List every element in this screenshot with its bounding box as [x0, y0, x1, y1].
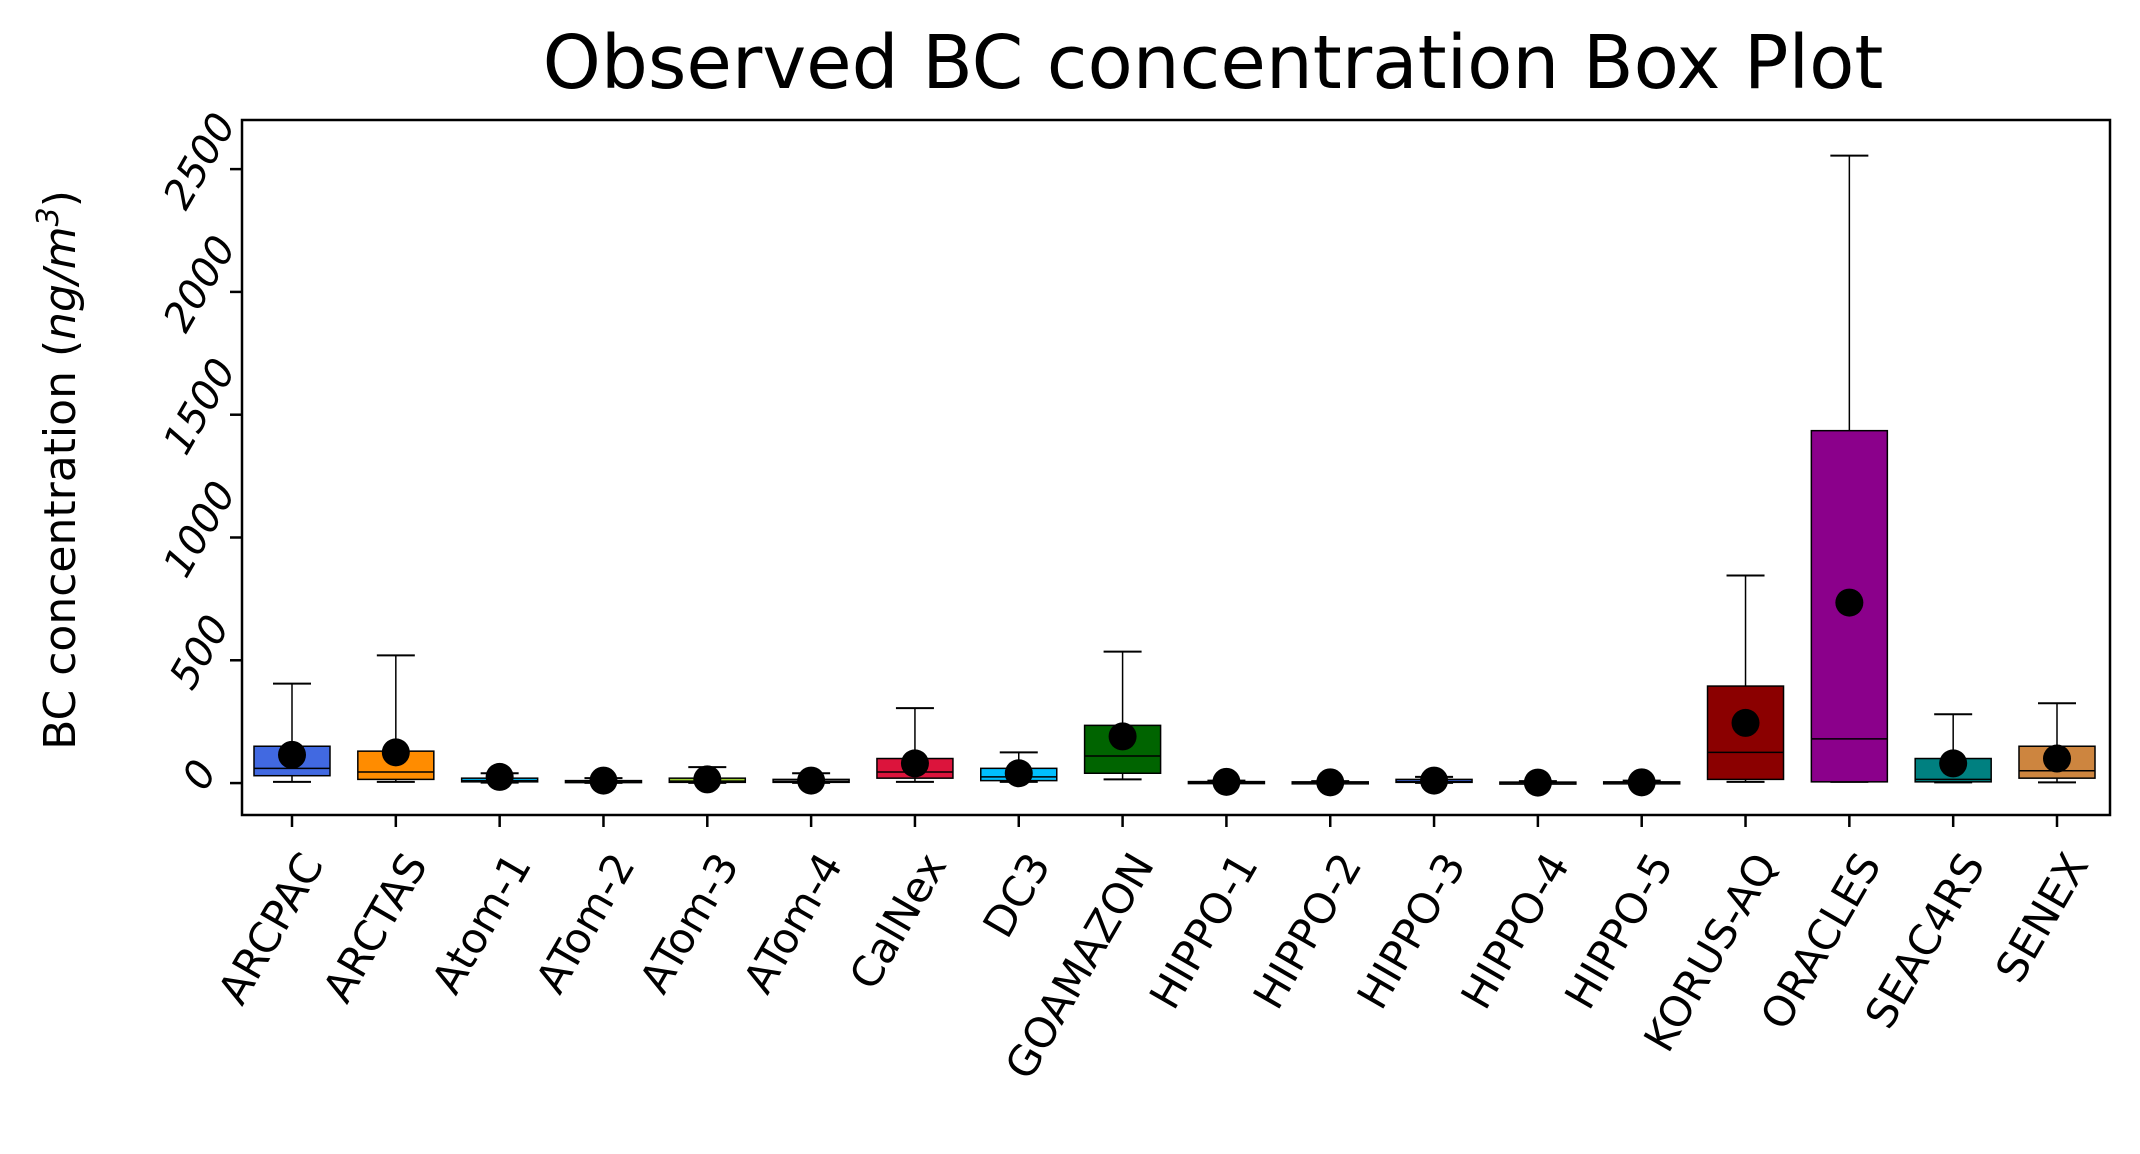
mean-marker	[797, 766, 826, 795]
mean-marker	[1004, 759, 1033, 788]
mean-marker	[900, 749, 929, 778]
y-tick-label: 2500	[155, 106, 246, 217]
y-axis-label-suffix: )	[35, 190, 86, 207]
y-axis-label: BC concentration (ng/m3)	[31, 190, 87, 750]
mean-marker	[693, 765, 722, 794]
mean-marker	[589, 766, 618, 795]
mean-marker	[1316, 768, 1345, 797]
x-tick-label: DC3	[973, 845, 1060, 946]
x-tick-label: ATom-3	[630, 845, 749, 1002]
y-tick-label: 0	[174, 753, 227, 798]
mean-marker	[1835, 588, 1864, 617]
y-tick-label: 2000	[155, 228, 246, 339]
y-axis-label-prefix: BC concentration (	[35, 340, 86, 750]
mean-marker	[1627, 768, 1656, 797]
x-tick-label: CalNex	[840, 845, 956, 998]
axes-frame	[240, 118, 2112, 817]
mean-marker	[278, 740, 306, 769]
y-axis-label-unit: ng/m	[35, 226, 86, 340]
mean-marker	[1523, 768, 1552, 797]
mean-marker	[1108, 722, 1137, 751]
mean-marker	[1420, 766, 1449, 795]
y-tick-label: 1500	[155, 351, 246, 462]
mean-marker	[381, 738, 410, 767]
mean-marker	[1939, 749, 1968, 778]
y-axis-label-superscript: 3	[31, 207, 66, 226]
mean-marker	[2043, 744, 2071, 773]
y-tick-label: 500	[161, 608, 239, 697]
mean-marker	[1212, 767, 1241, 796]
plot-area: 05001000150020002500ARCPACARCTASAtom-1AT…	[155, 106, 2112, 1087]
x-tick-label: ATom-2	[526, 845, 645, 1002]
x-tick-label: ATom-4	[734, 845, 853, 1002]
x-tick-label: SENEX	[1986, 845, 2098, 991]
mean-marker	[485, 762, 514, 791]
chart-title: Observed BC concentration Box Plot	[543, 20, 1884, 106]
x-tick-label: Atom-1	[422, 845, 541, 1002]
y-tick-label: 1000	[155, 474, 246, 585]
mean-marker	[1731, 708, 1760, 737]
